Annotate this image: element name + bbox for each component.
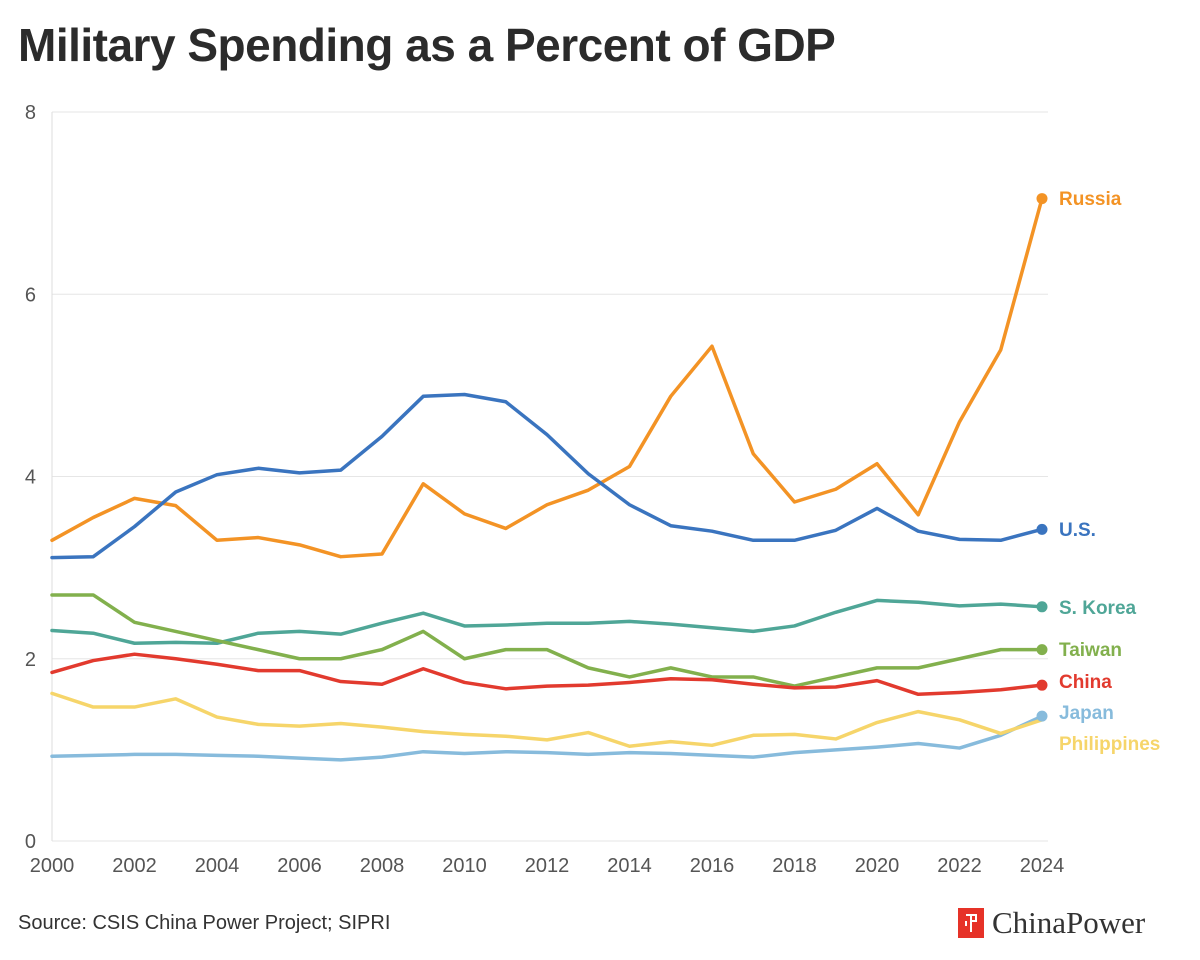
y-axis-ticks: 0 2 4 6 8	[25, 102, 36, 853]
end-marker	[1036, 193, 1048, 205]
series-line-s-korea	[50, 598, 1044, 646]
y-tick-label: 8	[25, 102, 36, 124]
grid-lines	[51, 111, 1048, 842]
series-label: China	[1059, 672, 1112, 693]
series-label: Russia	[1059, 189, 1122, 210]
series-lines	[50, 196, 1044, 762]
series-label: Japan	[1059, 703, 1114, 724]
y-tick-label: 4	[25, 467, 36, 489]
end-marker	[1036, 644, 1048, 656]
x-tick-label: 2020	[855, 855, 900, 877]
brand-name: ChinaPower	[992, 905, 1146, 940]
series-line-japan	[50, 714, 1044, 762]
series-label: Taiwan	[1059, 640, 1122, 661]
end-marker	[1036, 710, 1048, 722]
china-power-logo-icon	[958, 908, 984, 938]
x-tick-label: 2024	[1020, 855, 1065, 877]
source-note: Source: CSIS China Power Project; SIPRI	[18, 912, 391, 934]
series-label: U.S.	[1059, 520, 1096, 541]
series-end-markers	[1036, 193, 1048, 722]
x-tick-label: 2002	[112, 855, 157, 877]
y-tick-label: 6	[25, 284, 36, 306]
end-marker	[1036, 679, 1048, 691]
end-marker	[1036, 601, 1048, 613]
series-line-philippines	[50, 691, 1044, 748]
y-tick-label: 2	[25, 649, 36, 671]
x-tick-label: 2018	[772, 855, 817, 877]
series-line-taiwan	[50, 593, 1044, 688]
series-label: S. Korea	[1059, 598, 1137, 619]
y-tick-label: 0	[25, 831, 36, 853]
x-tick-label: 2008	[360, 855, 405, 877]
series-line-china	[50, 652, 1044, 697]
x-tick-label: 2016	[690, 855, 735, 877]
series-labels: Russia U.S. S. Korea Taiwan China Japan Philip…	[1059, 189, 1160, 755]
chart-title: Military Spending as a Percent of GDP	[18, 19, 836, 71]
x-tick-label: 2014	[607, 855, 652, 877]
x-axis-ticks: 2000 2002 2004 2006 2008 2010 2012 2014 2016 2018…	[30, 855, 1065, 877]
brand: ChinaPower	[958, 905, 1145, 941]
x-tick-label: 2010	[442, 855, 487, 877]
x-tick-label: 2022	[937, 855, 982, 877]
series-label: Philippines	[1059, 734, 1160, 755]
x-tick-label: 2004	[195, 855, 240, 877]
x-tick-label: 2000	[30, 855, 75, 877]
x-tick-label: 2012	[525, 855, 570, 877]
series-line-russia	[50, 196, 1044, 559]
x-tick-label: 2006	[277, 855, 322, 877]
end-marker	[1036, 523, 1048, 535]
series-line-u-s	[50, 392, 1044, 560]
